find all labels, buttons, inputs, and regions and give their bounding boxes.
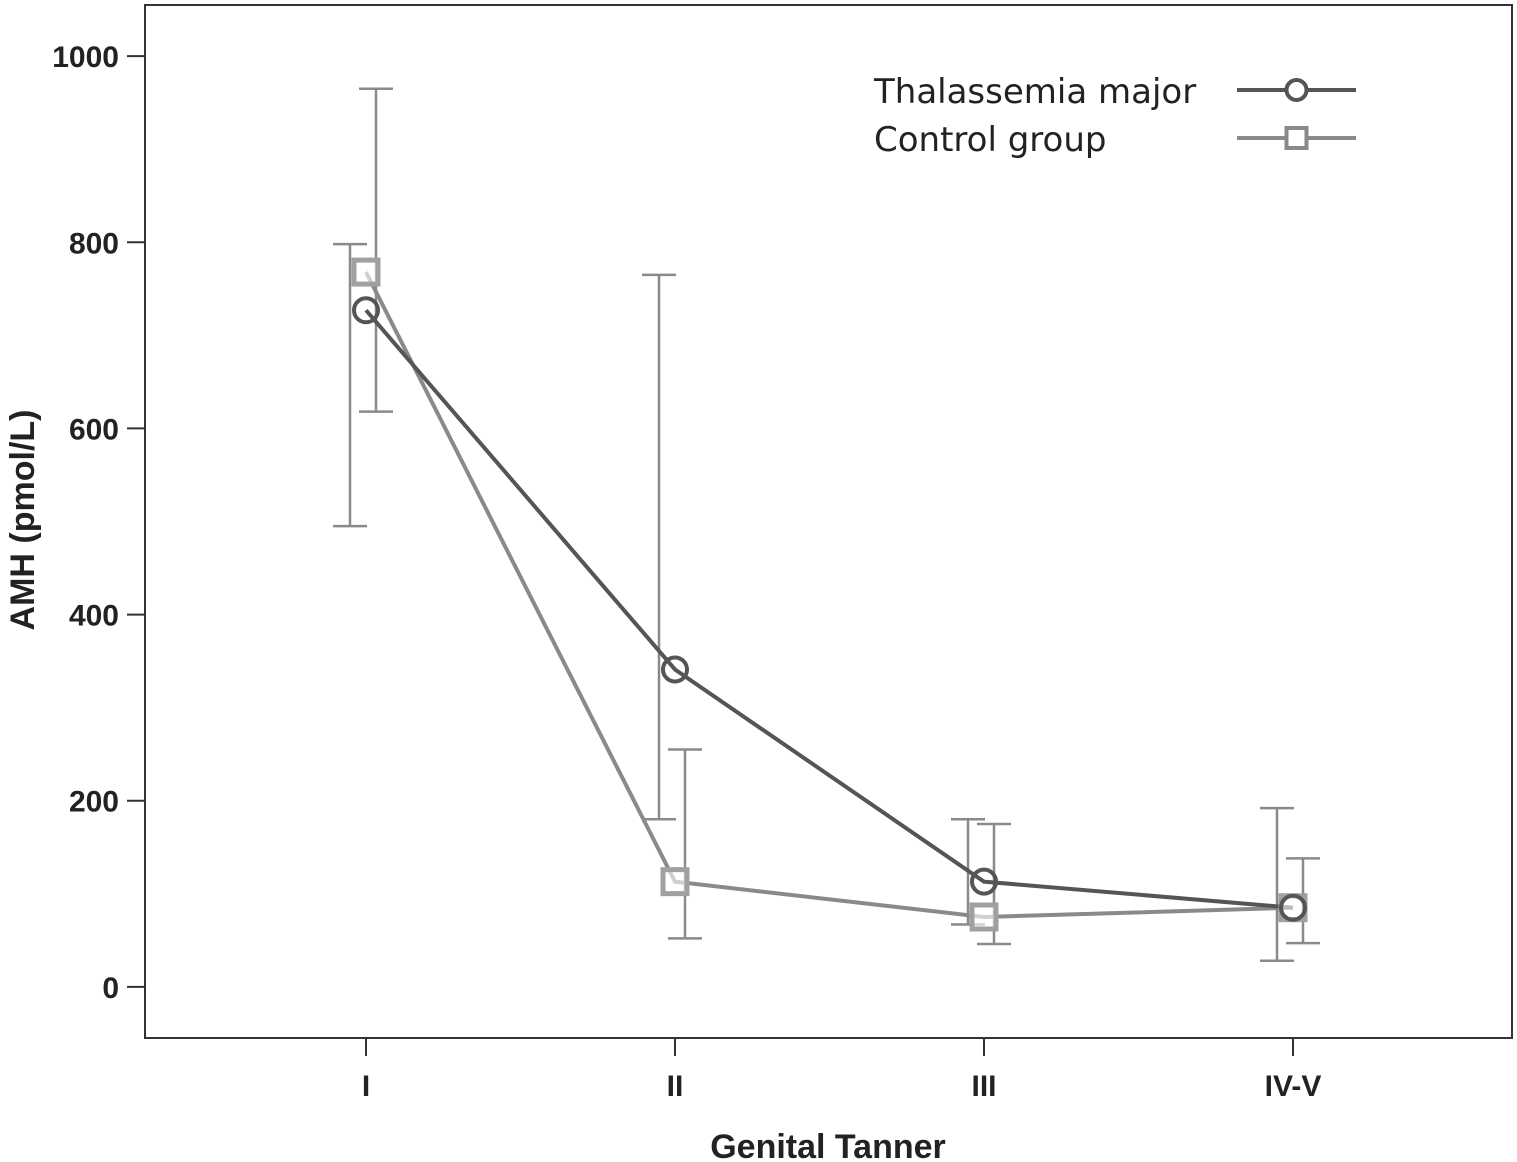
legend-label: Control group <box>874 120 1106 160</box>
y-tick-label: 1000 <box>52 41 119 74</box>
point-circle <box>970 867 998 896</box>
point-square <box>660 867 690 897</box>
y-tick-label: 400 <box>69 600 119 633</box>
error-bars-1 <box>359 87 1320 946</box>
point-square <box>351 257 381 287</box>
series-line-0 <box>364 308 1294 910</box>
x-tick-label: I <box>362 1070 370 1103</box>
legend-marker-square <box>1284 126 1309 150</box>
series-line-1 <box>364 271 1294 920</box>
series-layer <box>333 87 1320 963</box>
point-circle <box>1279 893 1307 922</box>
x-tick-label: III <box>971 1070 996 1103</box>
y-tick-label: 600 <box>69 413 119 446</box>
y-axis-title: AMH (pmol/L) <box>4 410 42 631</box>
point-circle <box>352 296 380 325</box>
legend: Thalassemia major Control group <box>873 72 1356 160</box>
x-axis-title: Genital Tanner <box>710 1128 946 1162</box>
x-tick-label: IV-V <box>1265 1070 1322 1103</box>
y-tick-label: 0 <box>102 972 119 1005</box>
point-square <box>969 902 999 932</box>
y-axis: 0 200 400 600 800 1000 <box>52 41 145 1005</box>
plot-frame <box>144 4 1513 1039</box>
x-axis: I II III IV-V <box>362 1038 1322 1103</box>
y-tick-label: 200 <box>69 786 119 819</box>
x-tick-label: II <box>667 1070 684 1103</box>
point-circle <box>661 655 689 684</box>
error-bars-0 <box>333 242 1294 963</box>
legend-label: Thalassemia major <box>873 72 1196 112</box>
y-tick-label: 800 <box>69 227 119 260</box>
legend-marker-circle <box>1284 78 1309 102</box>
